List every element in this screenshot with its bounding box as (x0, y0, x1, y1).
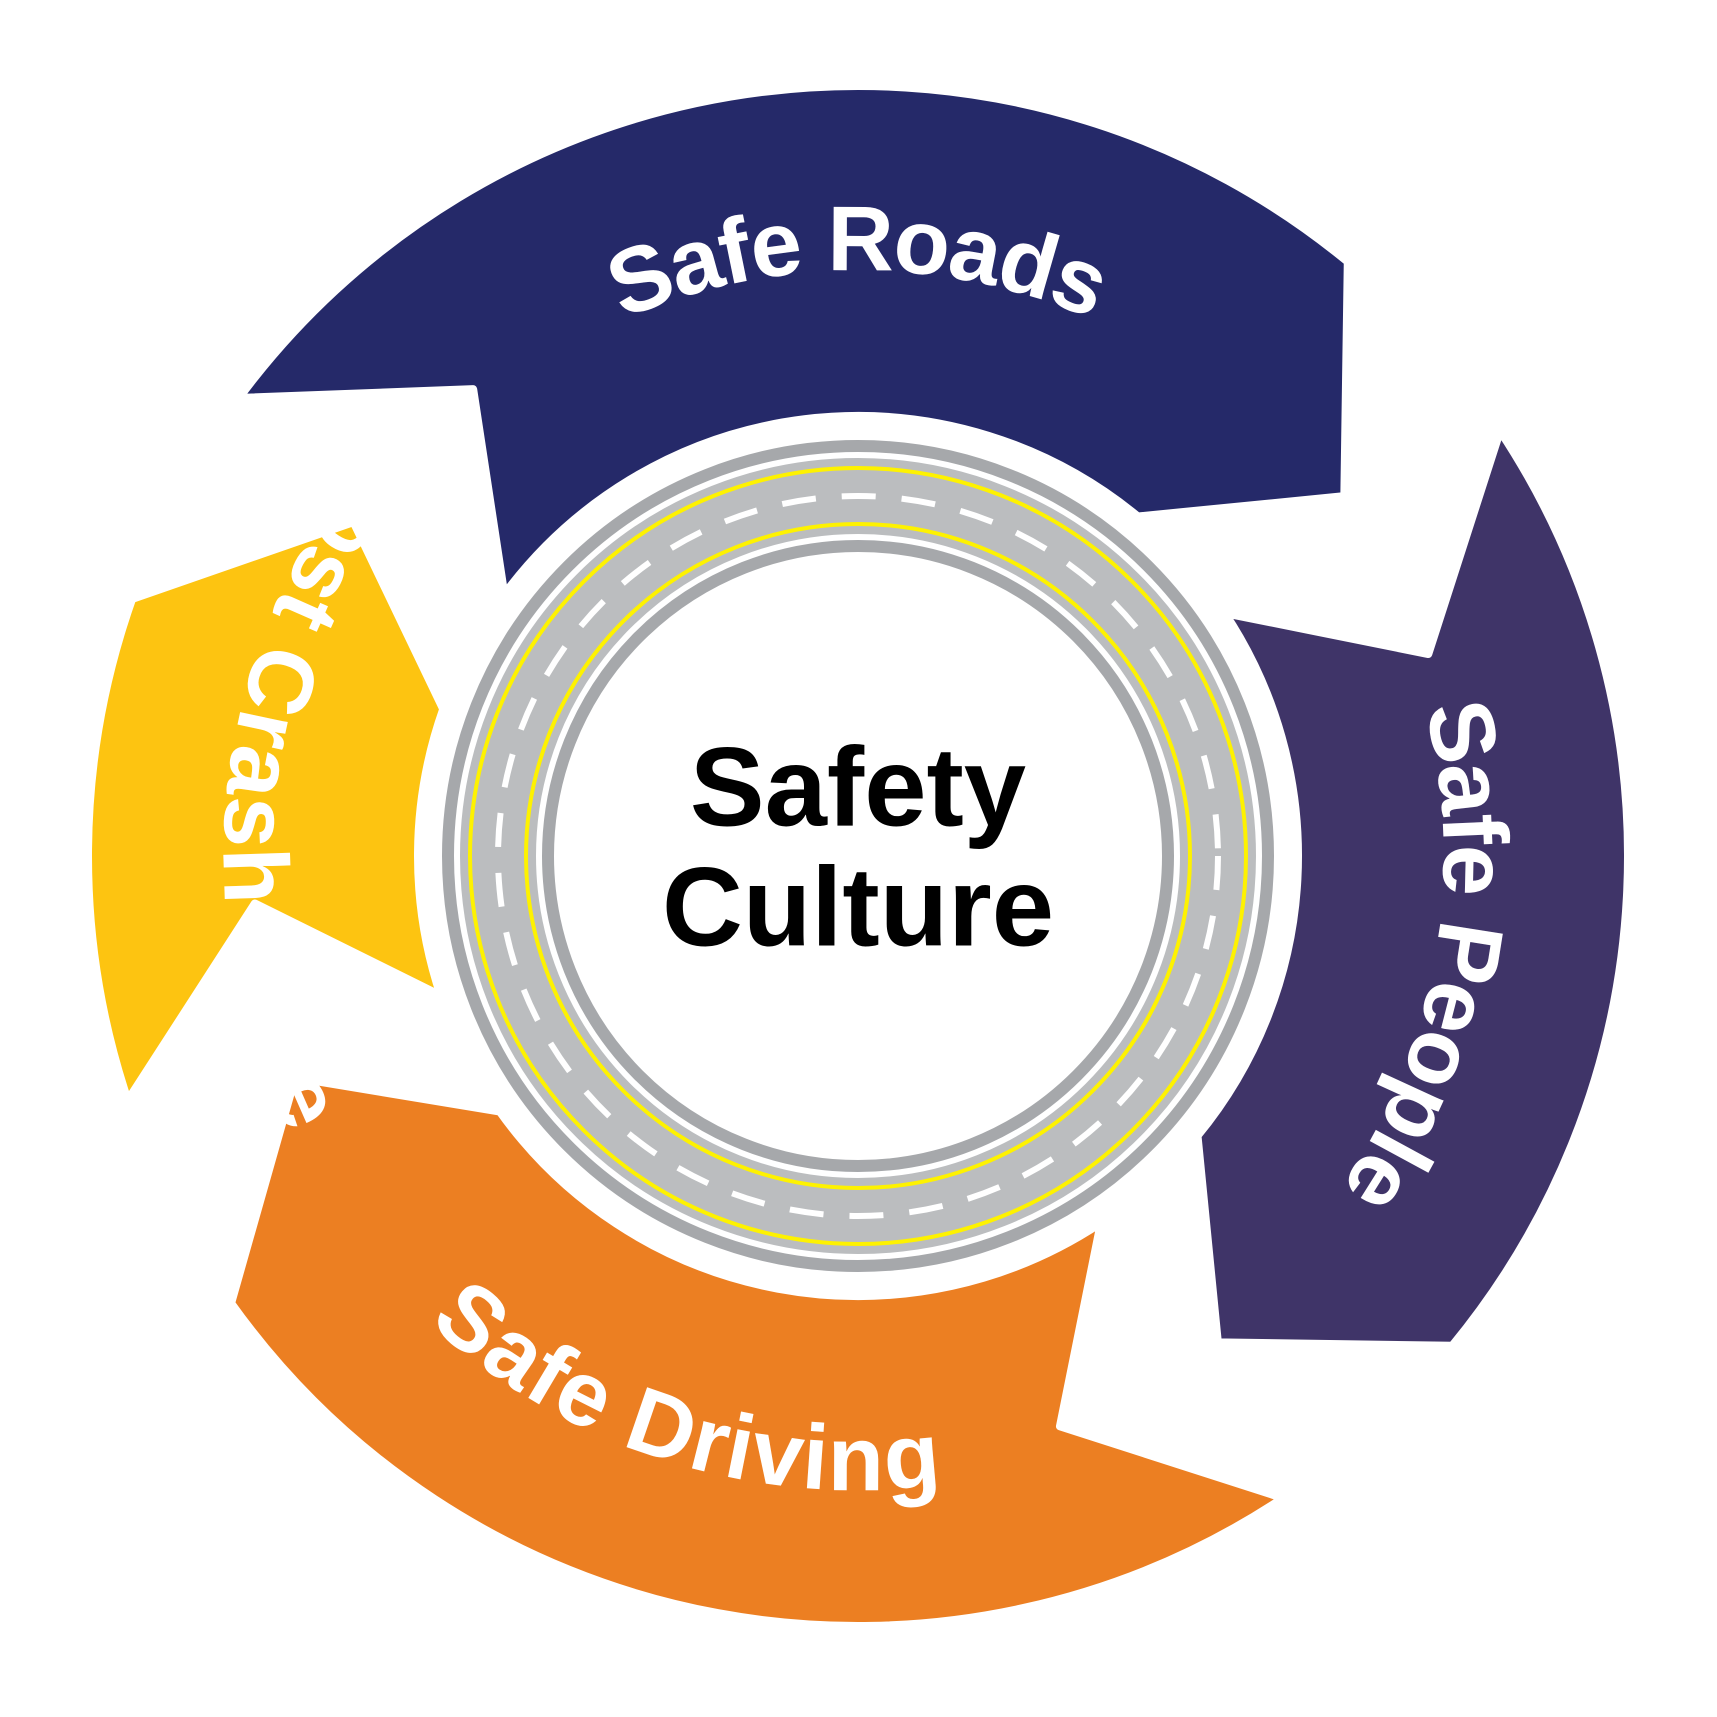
center-label-line2: Culture (662, 845, 1054, 970)
safety-culture-cycle-diagram: Safe RoadsSafe PeopleSafe DrivingPost Cr… (0, 0, 1717, 1717)
center-label-line1: Safety (690, 725, 1026, 850)
